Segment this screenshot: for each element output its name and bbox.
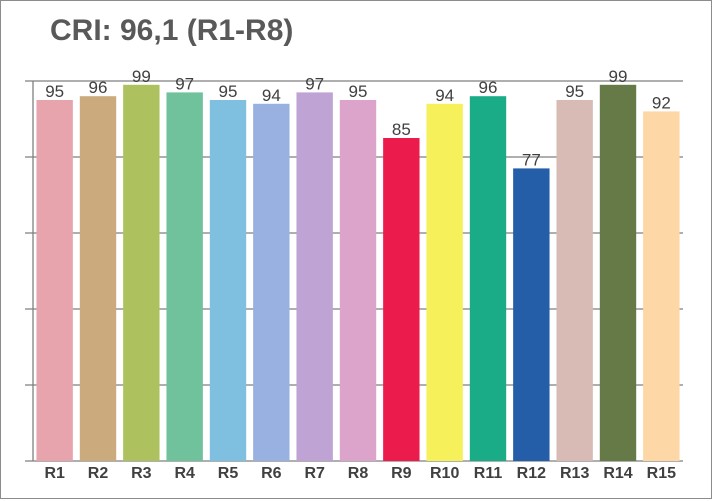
data-label-r10: 94: [435, 86, 454, 105]
bar-r3: [123, 84, 160, 462]
bar-r6: [253, 103, 290, 462]
data-label-r5: 95: [219, 82, 238, 101]
bar-r11: [469, 96, 507, 461]
bar-r5: [209, 100, 247, 461]
data-label-r6: 94: [262, 86, 281, 105]
x-tick-label-r9: R9: [391, 465, 412, 482]
bar-r4: [166, 92, 203, 462]
x-tick-label-r4: R4: [174, 465, 195, 482]
data-label-r2: 96: [89, 78, 108, 97]
data-label-r8: 95: [349, 82, 368, 101]
chart-title: CRI: 96,1 (R1-R8): [50, 14, 294, 47]
x-tick-label-r3: R3: [131, 465, 152, 482]
x-tick-label-r14: R14: [603, 465, 632, 482]
data-label-r11: 96: [479, 78, 498, 97]
bar-r15: [643, 111, 680, 462]
bar-r12: [513, 168, 550, 461]
bar-r10: [426, 103, 463, 462]
x-tick-label-r7: R7: [304, 465, 325, 482]
data-label-r13: 95: [565, 82, 584, 101]
bar-r13: [556, 100, 593, 461]
x-tick-label-r11: R11: [474, 465, 503, 482]
bar-r14: [599, 84, 637, 462]
data-label-r7: 97: [305, 74, 324, 93]
data-label-r1: 95: [45, 82, 64, 101]
bar-r7: [296, 92, 333, 462]
data-label-r3: 99: [132, 67, 151, 86]
data-label-r14: 99: [609, 67, 628, 86]
x-tick-label-r10: R10: [430, 465, 459, 482]
bar-r2: [79, 96, 117, 461]
x-tick-label-r15: R15: [647, 465, 676, 482]
data-label-r12: 77: [522, 150, 541, 169]
x-tick-label-r1: R1: [44, 465, 65, 482]
x-tick-label-r12: R12: [517, 465, 546, 482]
bar-r8: [339, 100, 377, 461]
data-label-r4: 97: [175, 74, 194, 93]
x-tick-label-r13: R13: [560, 465, 589, 482]
x-tick-label-r5: R5: [218, 465, 239, 482]
data-label-r15: 92: [652, 93, 671, 112]
x-tick-label-r8: R8: [348, 465, 369, 482]
data-label-r9: 85: [392, 120, 411, 139]
x-tick-label-r6: R6: [261, 465, 282, 482]
bar-r9: [383, 138, 420, 461]
x-tick-label-r2: R2: [88, 465, 109, 482]
bar-r1: [36, 100, 73, 461]
